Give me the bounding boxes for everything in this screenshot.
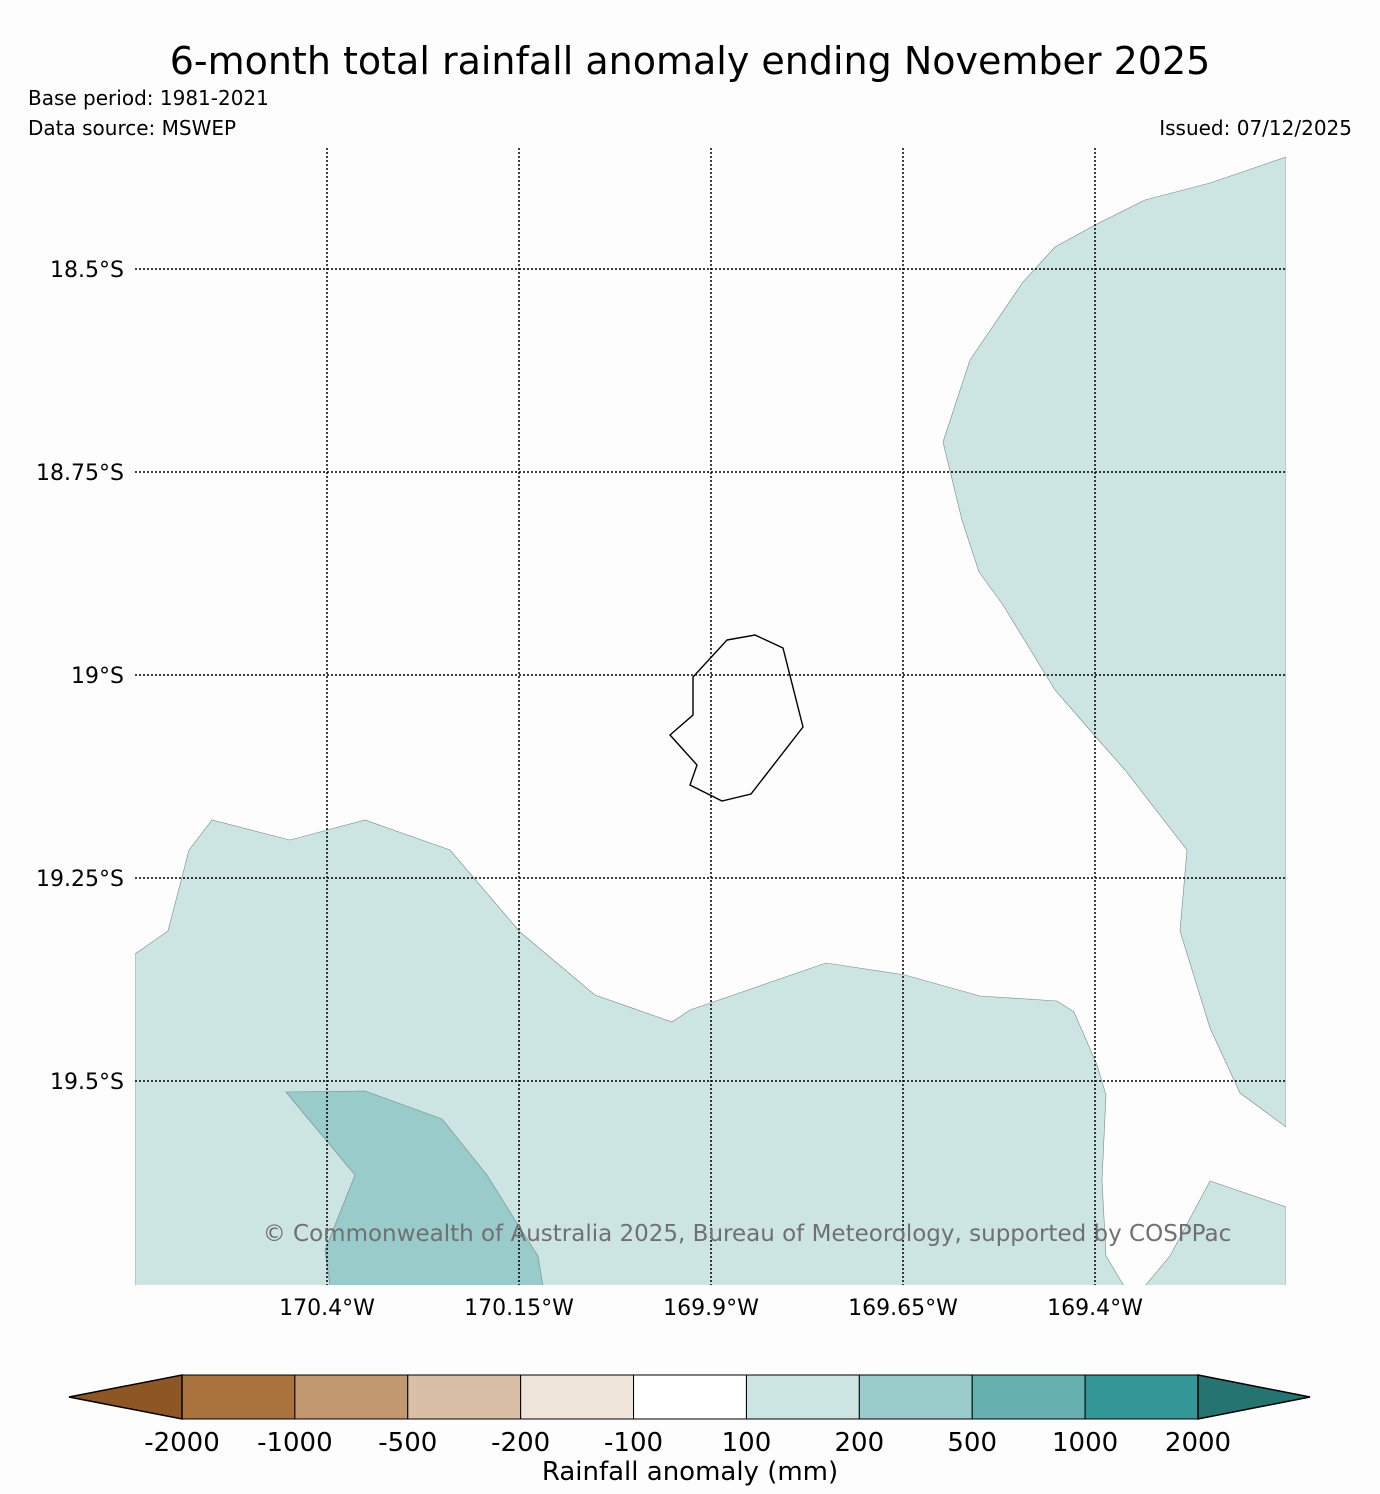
lat-label-19: 19°S xyxy=(71,664,124,689)
colorbar-tick-9: 2000 xyxy=(1165,1428,1231,1458)
colorbar-tick-8: 1000 xyxy=(1052,1428,1118,1458)
colorbar-label: Rainfall anomaly (mm) xyxy=(542,1457,838,1487)
colorbar-cell-5 xyxy=(745,1374,860,1420)
lon-label-169-9: 169.9°W xyxy=(663,1296,759,1321)
colorbar-tick-6: 200 xyxy=(835,1428,885,1458)
colorbar-tick-3: -200 xyxy=(491,1428,550,1458)
colorbar-cell-1 xyxy=(294,1374,409,1420)
graticule xyxy=(135,148,1286,1285)
lon-label-170-4: 170.4°W xyxy=(279,1296,375,1321)
southeast-anomaly-zone xyxy=(1145,1180,1286,1285)
colorbar-tick-4: -100 xyxy=(604,1428,663,1458)
chart-title: 6-month total rainfall anomaly ending No… xyxy=(169,39,1211,83)
niue-island-outline xyxy=(669,634,804,802)
northeast-anomaly-zone xyxy=(942,156,1286,1128)
data-source: Data source: MSWEP xyxy=(28,116,237,140)
colorbar-tick-2: -500 xyxy=(378,1428,437,1458)
rainfall-anomaly-map: © Commonwealth of Australia 2025, Bureau… xyxy=(36,148,1286,1321)
southwest-anomaly-zone xyxy=(285,1090,544,1285)
colorbar-cell-7 xyxy=(971,1374,1086,1420)
lon-label-169-4: 169.4°W xyxy=(1047,1296,1143,1321)
south-anomaly-zone xyxy=(135,819,1124,1285)
base-period: Base period: 1981-2021 xyxy=(28,86,269,110)
colorbar-tick-1: -1000 xyxy=(257,1428,333,1458)
issued-date: Issued: 07/12/2025 xyxy=(1159,116,1352,140)
colorbar-extend-high xyxy=(1197,1374,1311,1420)
colorbar-cell-3 xyxy=(520,1374,635,1420)
colorbar-cell-0 xyxy=(181,1374,296,1420)
colorbar-tick-5: 100 xyxy=(722,1428,772,1458)
colorbar-cell-4 xyxy=(633,1374,747,1420)
lat-label-19-5: 19.5°S xyxy=(50,1070,124,1095)
lon-label-170-15: 170.15°W xyxy=(464,1296,574,1321)
colorbar-cell-6 xyxy=(858,1374,973,1420)
colorbar-tick-0: -2000 xyxy=(144,1428,220,1458)
lat-label-18-75: 18.75°S xyxy=(36,461,124,486)
colorbar-cell-8 xyxy=(1084,1374,1199,1420)
copyright-notice: © Commonwealth of Australia 2025, Bureau… xyxy=(263,1221,1232,1247)
colorbar-extend-low xyxy=(68,1374,183,1420)
lat-label-18-5: 18.5°S xyxy=(50,258,124,283)
colorbar-cell-2 xyxy=(407,1374,522,1420)
lon-label-169-65: 169.65°W xyxy=(848,1296,958,1321)
lat-label-19-25: 19.25°S xyxy=(36,867,124,892)
colorbar-tick-7: 500 xyxy=(947,1428,997,1458)
